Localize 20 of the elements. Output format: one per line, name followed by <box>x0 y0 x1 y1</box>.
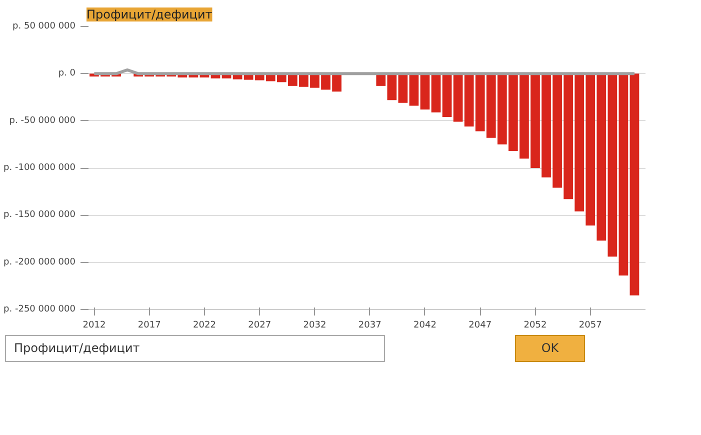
x-tick-label: 2022 <box>193 320 216 330</box>
y-tick-label: р. 0 <box>58 68 76 79</box>
x-tick-label: 2027 <box>248 320 272 330</box>
x-tick-label: 2012 <box>82 320 106 330</box>
text: OK <box>515 335 585 362</box>
text: Профицит/дефицит <box>5 335 385 362</box>
x-tick-label: 2057 <box>578 320 602 330</box>
y-tick-label: р. -100 000 000 <box>4 163 76 173</box>
x-tick-label: 2052 <box>524 320 547 330</box>
x-tick-label: 2047 <box>468 320 492 330</box>
chart-title: Профицит/дефицит <box>86 8 212 22</box>
y-tick-label: р. -50 000 000 <box>9 116 76 126</box>
x-tick-label: 2032 <box>303 320 326 330</box>
x-tick-label: 2037 <box>358 320 382 330</box>
y-tick-label: р. -150 000 000 <box>4 210 76 220</box>
x-tick-label: 2042 <box>414 320 436 330</box>
y-tick-label: р. -250 000 000 <box>4 304 76 314</box>
y-tick-label: р. 50 000 000 <box>12 22 76 32</box>
y-tick-label: р. -200 000 000 <box>4 257 76 268</box>
x-tick-label: 2017 <box>138 320 161 330</box>
